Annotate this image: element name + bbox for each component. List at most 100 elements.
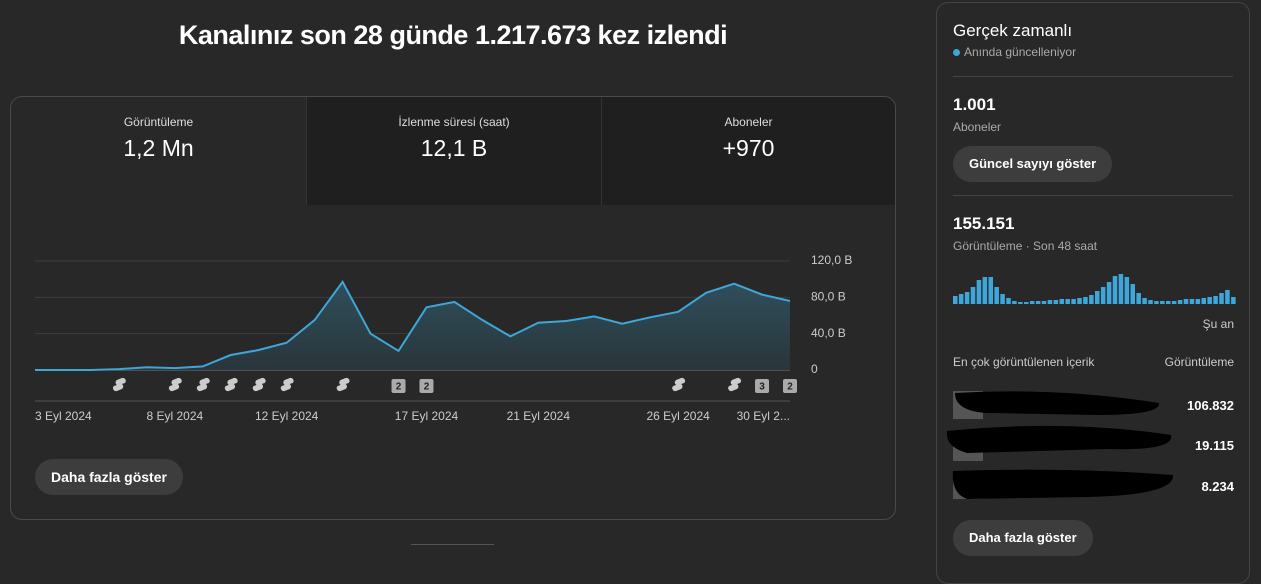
bar [1100,287,1106,304]
short-upload-icon [728,377,741,392]
metric-label: İzlenme süresi (saat) [398,115,510,129]
x-tick-label: 8 Eyl 2024 [146,409,203,423]
bar [1177,300,1183,304]
upload-count: 2 [424,382,430,393]
bar [1006,298,1011,304]
short-upload-icon [252,377,266,392]
bar [1118,274,1124,304]
more-button[interactable]: Daha fazla göster [35,459,183,495]
bar [1166,301,1171,304]
metric-label: Aboneler [724,115,773,129]
content-views: 8.234 [1201,479,1234,494]
y-tick-label: 0 [811,362,818,376]
bar [1000,294,1005,304]
metric-tab[interactable]: Görüntüleme 1,2 Mn [11,97,306,205]
more-button[interactable]: Daha fazla göster [953,520,1093,556]
bar [1106,282,1112,304]
bar [1154,301,1159,304]
redaction [952,469,1174,499]
bar [1130,284,1136,304]
bar [1213,296,1218,304]
bar [1124,277,1130,304]
metric-tab[interactable]: Aboneler +970 [601,97,895,205]
redaction [947,425,1172,453]
upload-count-badge [391,379,406,393]
top-content-heading: En çok görüntülenen içerik [953,355,1095,369]
bar [1095,291,1100,304]
redaction [955,391,1160,415]
bar [953,296,958,304]
bar [994,287,999,304]
bar [1201,298,1207,304]
short-upload-icon [112,377,126,392]
bar [1231,297,1236,304]
bar [1083,297,1088,304]
short-upload-icon [196,377,210,392]
realtime-title: Gerçek zamanlı [953,21,1073,40]
bar [1041,301,1047,304]
line [35,280,791,371]
metric-value: 12,1 B [420,135,488,161]
x-tick-label: 21 Eyl 2024 [507,409,571,423]
bar [1136,293,1141,304]
icon-shape [252,377,266,392]
upload-count-badge [783,379,797,393]
bar [1053,300,1059,304]
x-tick-label: 30 Eyl 2... [737,409,790,423]
bar [1035,301,1041,304]
bar [1077,298,1082,304]
bar [1112,276,1118,304]
x-tick-label: 17 Eyl 2024 [395,409,459,423]
bar [1183,299,1189,304]
bar [1219,293,1224,304]
icon-shape [224,377,238,392]
bar [982,277,988,304]
bar [970,287,976,304]
upload-count: 2 [787,382,793,393]
upload-count-badge [755,379,770,393]
bar [1142,298,1147,304]
icon-shape [672,377,686,392]
current-count-button[interactable]: Güncel sayıyı göster [953,146,1113,182]
separator [953,195,1233,196]
bar [1012,301,1017,304]
bar [1148,300,1153,304]
bar [1018,302,1023,304]
separator [953,76,1233,77]
content-views: 19.115 [1194,438,1234,453]
live-dot [953,49,960,56]
upload-count-badge [419,379,434,393]
short-upload-icon [168,377,182,392]
top-content-column: Görüntüleme [1164,355,1234,369]
page-title: Kanalınız son 28 günde 1.217.673 kez izl… [178,20,728,50]
metric-value: +970 [722,135,775,161]
icon-shape [336,377,350,392]
x-tick-label: 26 Eyl 2024 [646,409,710,423]
y-tick-label: 80,0 B [811,290,846,304]
redacted-titles [947,391,1174,499]
icon-shape [280,377,294,392]
short-upload-icon [336,377,350,392]
x-tick-label: 12 Eyl 2024 [255,409,319,423]
overview-card: Görüntüleme 1,2 Mn İzlenme süresi (saat) 1… [10,96,896,520]
bar [1024,302,1029,304]
bar [1029,301,1035,304]
content-views: 106.832 [1187,398,1234,413]
bar [964,292,970,304]
metric-label: Görüntüleme [123,115,194,129]
bar [1195,299,1201,304]
bar [1059,299,1065,304]
realtime-chart [953,274,1236,304]
realtime-panel: Gerçek zamanlı Anında güncelleniyor 1.00… [936,2,1250,584]
subscriber-count: 1.001 [953,95,996,114]
bar [1065,299,1070,304]
y-tick-label: 40,0 B [811,326,846,340]
upload-count: 2 [396,382,402,393]
subscriber-label: Aboneler [953,120,1002,134]
short-upload-icon [280,377,294,392]
divider [411,544,494,545]
icon-shape [728,377,741,392]
metric-tab[interactable]: İzlenme süresi (saat) 12,1 B [306,97,601,205]
bar [976,280,982,304]
bar [1071,299,1076,304]
